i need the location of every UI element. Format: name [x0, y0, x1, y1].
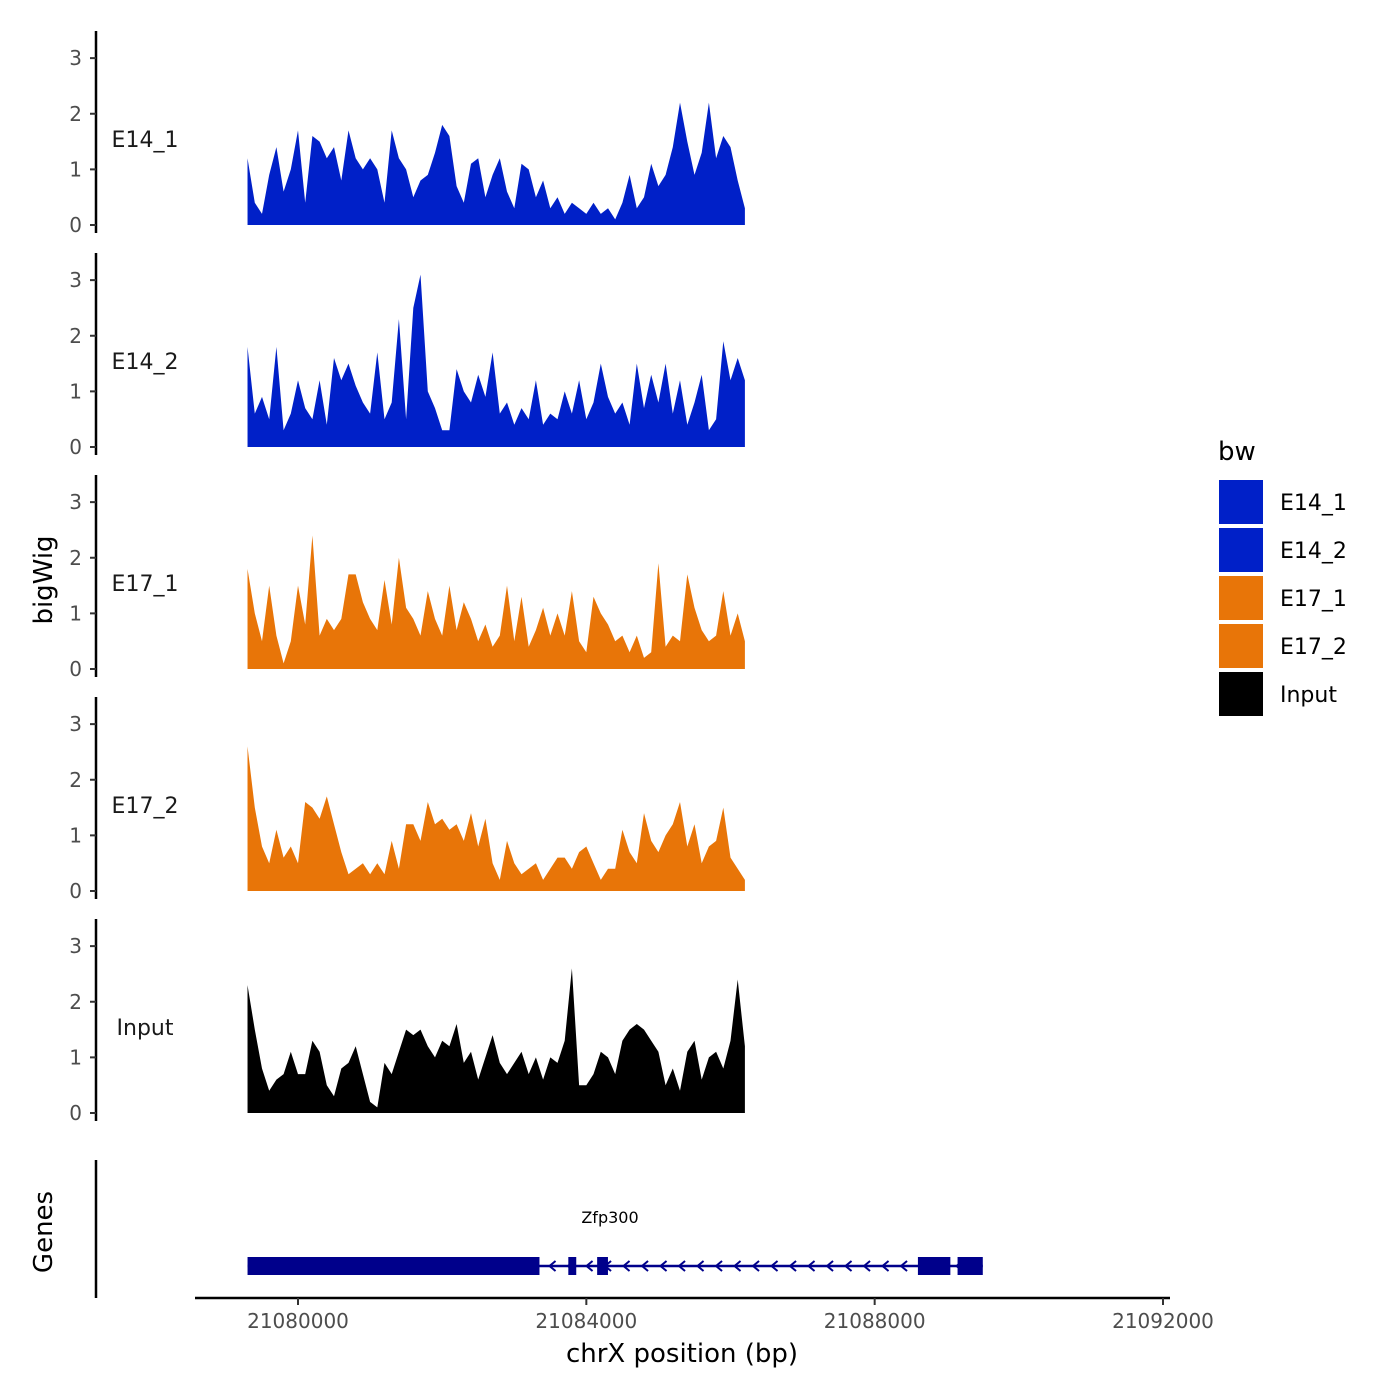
tracks: 0 1 2 3 E14_1 0 1 2 3 E14_2 0 1 2 3 E17_1 0 1 2 3 E17_2 0 1 2 3…	[69, 31, 745, 1125]
area-E14_2	[247, 274, 745, 447]
y-tick-label: 0	[69, 435, 82, 459]
legend-swatch-Input	[1219, 672, 1263, 716]
legend-label-E14_1: E14_1	[1280, 491, 1347, 516]
y-tick-label: 1	[69, 157, 82, 181]
strand-arrow	[769, 1260, 779, 1272]
strand-arrow	[751, 1260, 760, 1272]
strand-arrow	[714, 1260, 723, 1272]
legend-swatch-E17_1	[1219, 576, 1263, 620]
track-label-E17_2: E17_2	[112, 794, 179, 819]
track-E17_2: 0 1 2 3 E17_2	[69, 697, 745, 903]
y-tick-label: 1	[69, 1045, 82, 1069]
legend-label-Input: Input	[1280, 683, 1337, 708]
y-tick-label: 3	[69, 268, 82, 292]
track-label-Input: Input	[117, 1016, 174, 1041]
legend: bw E14_1 E14_2 E17_1 E17_2 Input	[1218, 437, 1347, 716]
x-tick-label: 21084000	[535, 1309, 637, 1333]
legend-swatch-E14_2	[1219, 528, 1263, 572]
track-Input: 0 1 2 3 Input	[69, 919, 745, 1125]
gene-name: Zfp300	[581, 1208, 638, 1227]
strand-arrow	[640, 1260, 649, 1272]
legend-swatch-E17_2	[1219, 624, 1263, 668]
strand-arrow	[547, 1260, 557, 1272]
area-E17_2	[247, 746, 745, 891]
strand-arrow	[825, 1260, 834, 1272]
gene-exon	[568, 1257, 577, 1275]
legend-label-E14_2: E14_2	[1280, 539, 1347, 564]
y-axis-title: bigWig	[29, 535, 59, 624]
track-label-E14_1: E14_1	[112, 128, 179, 153]
legend-title: bw	[1218, 437, 1256, 467]
gene-exon	[917, 1257, 951, 1275]
legend-label-E17_2: E17_2	[1280, 635, 1347, 660]
y-tick-label: 0	[69, 879, 82, 903]
area-E14_1	[247, 102, 745, 225]
y-tick-label: 1	[69, 823, 82, 847]
track-E14_1: 0 1 2 3 E14_1	[69, 31, 745, 237]
strand-arrow	[843, 1260, 853, 1272]
strand-arrow	[677, 1260, 686, 1272]
y-tick-label: 3	[69, 712, 82, 736]
x-axis: 21080000 21084000 21088000 21092000	[195, 1296, 1214, 1333]
strand-arrow	[621, 1260, 631, 1272]
y-tick-label: 3	[69, 490, 82, 514]
genes-track-title: Genes	[29, 1191, 59, 1273]
strand-arrow	[658, 1260, 668, 1272]
strand-arrow	[862, 1260, 871, 1272]
gene-exon	[247, 1257, 540, 1275]
y-tick-label: 1	[69, 601, 82, 625]
y-tick-label: 2	[69, 546, 82, 570]
strand-arrow	[788, 1260, 797, 1272]
y-tick-label: 0	[69, 1101, 82, 1125]
y-tick-label: 3	[69, 46, 82, 70]
track-label-E14_2: E14_2	[112, 350, 179, 375]
legend-label-E17_1: E17_1	[1280, 587, 1347, 612]
y-tick-label: 2	[69, 768, 82, 792]
strand-arrow	[732, 1260, 742, 1272]
x-tick-label: 21088000	[824, 1309, 926, 1333]
strand-arrow	[584, 1260, 594, 1272]
legend-swatch-E14_1	[1219, 480, 1263, 524]
track-label-E17_1: E17_1	[112, 572, 179, 597]
y-tick-label: 3	[69, 934, 82, 958]
x-tick-label: 21092000	[1112, 1309, 1214, 1333]
x-tick-label: 21080000	[247, 1309, 349, 1333]
gene-track: Zfp300	[94, 1160, 983, 1298]
strand-arrow	[806, 1260, 816, 1272]
x-axis-title: chrX position (bp)	[566, 1339, 798, 1369]
area-E17_1	[247, 535, 745, 669]
strand-arrow	[880, 1260, 890, 1272]
y-tick-label: 2	[69, 990, 82, 1014]
gene-exon	[597, 1257, 608, 1275]
track-E17_1: 0 1 2 3 E17_1	[69, 475, 745, 681]
y-tick-label: 2	[69, 324, 82, 348]
y-tick-label: 2	[69, 102, 82, 126]
strand-arrow	[695, 1260, 705, 1272]
y-tick-label: 0	[69, 657, 82, 681]
track-E14_2: 0 1 2 3 E14_2	[69, 253, 745, 459]
y-tick-label: 1	[69, 379, 82, 403]
area-Input	[247, 968, 745, 1113]
strand-arrow	[899, 1260, 908, 1272]
y-tick-label: 0	[69, 213, 82, 237]
gene-exon	[957, 1257, 983, 1275]
